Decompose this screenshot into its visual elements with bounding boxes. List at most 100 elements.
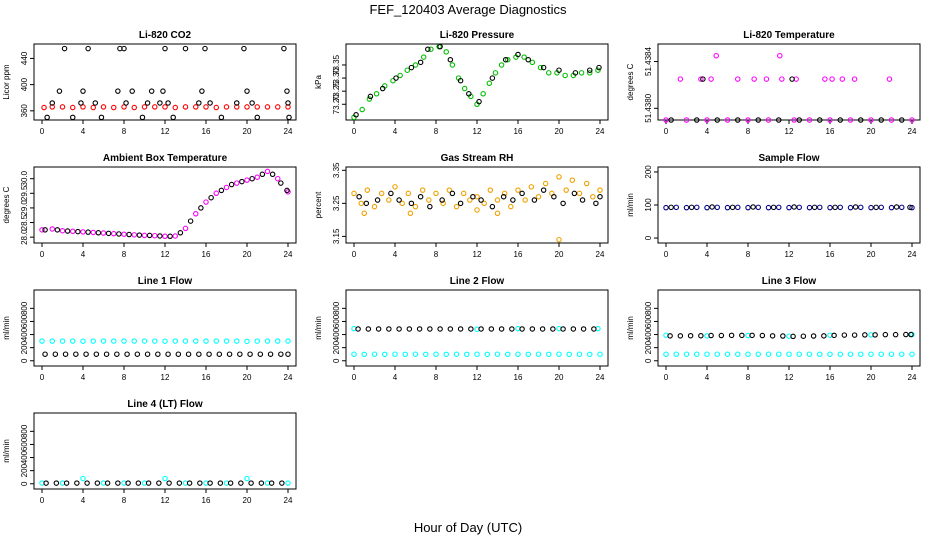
data-point bbox=[478, 197, 484, 203]
data-point bbox=[234, 338, 240, 344]
data-point bbox=[734, 204, 741, 211]
data-point bbox=[708, 332, 714, 339]
data-point bbox=[244, 475, 250, 482]
x-tick-label: 16 bbox=[514, 127, 523, 136]
data-point bbox=[131, 104, 138, 111]
x-tick-label: 16 bbox=[514, 373, 523, 382]
data-point bbox=[556, 236, 562, 243]
data-point bbox=[121, 231, 127, 237]
data-point bbox=[49, 226, 55, 232]
data-point bbox=[576, 190, 583, 197]
data-point bbox=[152, 338, 158, 344]
y-tick-label: 73.20 bbox=[332, 94, 341, 115]
data-point bbox=[268, 480, 275, 486]
data-point bbox=[155, 351, 161, 357]
data-point bbox=[162, 233, 168, 240]
y-axis-label: percent bbox=[314, 191, 323, 218]
data-point bbox=[898, 117, 905, 123]
y-axis-label: ml/min bbox=[626, 193, 635, 217]
data-point bbox=[529, 326, 536, 332]
data-point bbox=[56, 88, 63, 94]
data-point bbox=[405, 190, 412, 197]
data-point bbox=[709, 204, 715, 210]
data-point bbox=[366, 96, 373, 102]
data-point bbox=[791, 204, 797, 210]
data-point bbox=[148, 88, 155, 94]
data-point bbox=[806, 204, 813, 211]
data-point bbox=[80, 229, 86, 235]
data-point bbox=[751, 76, 757, 82]
data-point bbox=[408, 200, 415, 207]
y-tick-label: 800 bbox=[332, 301, 341, 315]
data-point bbox=[449, 190, 456, 197]
data-point bbox=[134, 351, 141, 357]
data-point bbox=[203, 104, 209, 110]
data-point bbox=[492, 70, 499, 76]
data-point bbox=[724, 351, 731, 357]
data-point bbox=[93, 351, 100, 357]
data-point bbox=[446, 187, 453, 193]
data-point bbox=[470, 193, 476, 200]
x-tick-label: 12 bbox=[473, 250, 482, 259]
data-point bbox=[832, 204, 838, 211]
data-point bbox=[734, 76, 741, 82]
data-point bbox=[841, 332, 848, 338]
data-point bbox=[903, 331, 909, 338]
data-point bbox=[688, 204, 695, 211]
panel-title: Li-820 Pressure bbox=[440, 30, 515, 41]
data-point bbox=[146, 232, 153, 239]
chart-panel: Line 4 (LT) Flow ml/min 0 4 8 12 16 20 24 0 200400… bbox=[2, 399, 297, 505]
data-point bbox=[359, 106, 365, 113]
data-point bbox=[267, 351, 274, 357]
data-point bbox=[198, 205, 204, 211]
data-point bbox=[397, 72, 403, 79]
y-tick-label: 28.5 bbox=[20, 214, 29, 230]
data-point bbox=[440, 200, 446, 207]
data-point bbox=[427, 203, 433, 210]
data-point bbox=[125, 480, 131, 486]
data-point bbox=[141, 338, 148, 344]
chart-panel: Li-820 Temperature degrees C 0 4 8 12 16 20 24 51… bbox=[626, 30, 921, 136]
panel-title: Line 4 (LT) Flow bbox=[127, 399, 203, 410]
chart-panel: Sample Flow ml/min 0 4 8 12 16 20 24 0 100 200 bbox=[626, 153, 921, 259]
data-point bbox=[704, 117, 710, 123]
y-tick-label: 600 bbox=[20, 314, 29, 328]
data-point bbox=[218, 114, 225, 121]
data-point bbox=[597, 351, 603, 357]
data-point bbox=[780, 333, 786, 339]
data-point bbox=[182, 225, 189, 232]
data-point bbox=[157, 100, 163, 106]
data-point bbox=[70, 104, 76, 111]
data-point bbox=[111, 230, 117, 237]
data-point bbox=[447, 56, 454, 63]
data-point bbox=[186, 480, 193, 486]
data-point bbox=[100, 338, 107, 344]
data-point bbox=[427, 326, 433, 332]
data-point bbox=[44, 114, 50, 121]
data-point bbox=[562, 72, 568, 79]
y-tick-label: 200 bbox=[20, 340, 29, 354]
y-tick-label: 400 bbox=[20, 450, 29, 464]
data-point bbox=[494, 351, 501, 357]
data-point bbox=[667, 333, 673, 339]
data-point bbox=[111, 338, 117, 344]
data-point bbox=[539, 326, 546, 332]
data-point bbox=[356, 193, 362, 200]
x-tick-label: 12 bbox=[785, 373, 794, 382]
data-point bbox=[361, 351, 367, 358]
data-point bbox=[234, 180, 240, 186]
data-point bbox=[806, 351, 813, 357]
data-point bbox=[501, 190, 508, 197]
data-point bbox=[244, 88, 250, 94]
data-point bbox=[724, 117, 731, 123]
data-point bbox=[560, 326, 566, 332]
y-tick-label: 400 bbox=[20, 327, 29, 341]
data-point bbox=[437, 43, 443, 50]
data-point bbox=[202, 45, 208, 52]
x-tick-label: 16 bbox=[826, 250, 835, 259]
data-point bbox=[63, 480, 70, 486]
data-point bbox=[796, 351, 802, 357]
x-tick-label: 16 bbox=[202, 250, 211, 259]
data-point bbox=[402, 351, 408, 358]
